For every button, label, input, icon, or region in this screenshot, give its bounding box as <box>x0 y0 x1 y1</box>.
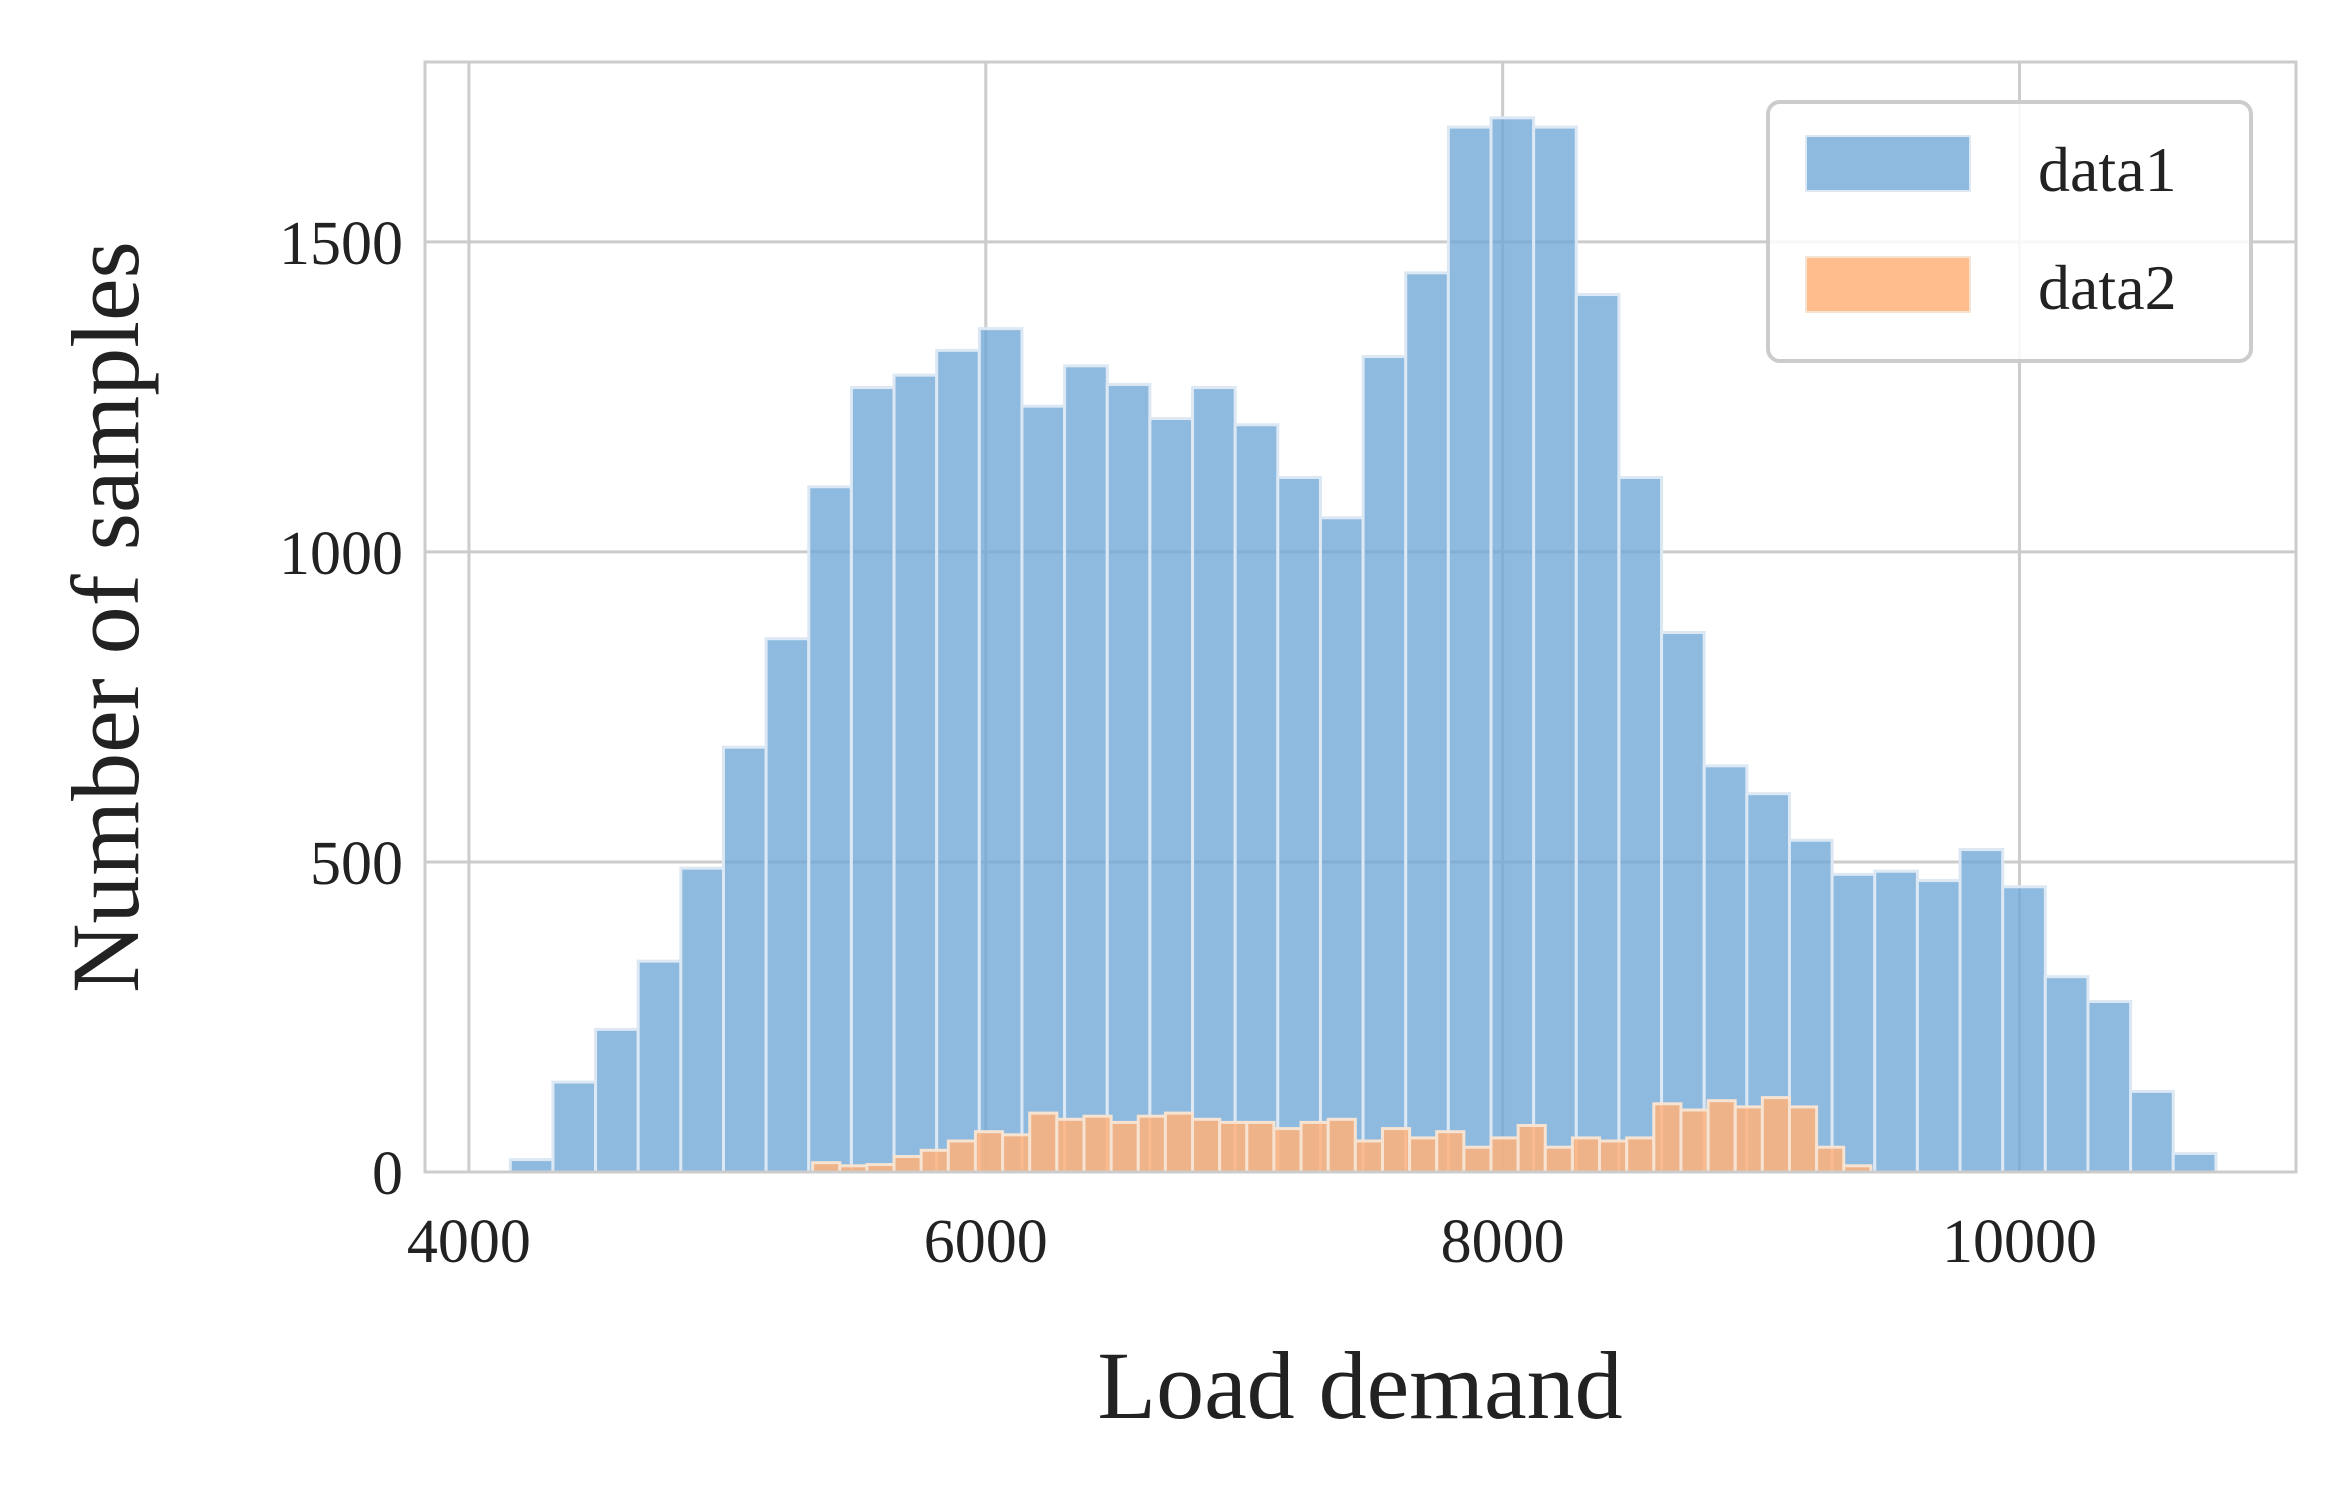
y-axis-title: Number of samples <box>52 241 159 993</box>
bar-data2 <box>1489 1136 1520 1174</box>
bar-data1 <box>892 373 939 1174</box>
bar-data1 <box>1233 423 1280 1174</box>
bar-data1 <box>721 745 768 1174</box>
bar-data1 <box>2043 975 2090 1174</box>
bar-data1 <box>1660 631 1706 1174</box>
bar-data2 <box>1163 1111 1195 1174</box>
bar-data1 <box>508 1158 555 1174</box>
bar-data2 <box>1001 1133 1032 1174</box>
y-tick-label: 1000 <box>279 520 403 588</box>
bar-data2 <box>1516 1123 1547 1174</box>
bar-data1 <box>1617 475 1664 1174</box>
bar-data1 <box>1318 516 1365 1174</box>
bar-data2 <box>1760 1096 1791 1174</box>
bar-data2 <box>1028 1111 1059 1174</box>
bar-data2 <box>1598 1139 1629 1174</box>
bar-data1 <box>1276 475 1322 1174</box>
bar-data1 <box>977 327 1024 1174</box>
bar-data2 <box>1679 1108 1710 1174</box>
x-tick-label: 10000 <box>1942 1208 2097 1276</box>
series-data1-bars <box>508 116 2218 1174</box>
x-tick-label: 8000 <box>1441 1208 1565 1276</box>
x-tick-label: 6000 <box>924 1208 1048 1276</box>
bar-data1 <box>1063 364 1109 1174</box>
bar-data1 <box>1532 125 1578 1174</box>
y-tick-label: 0 <box>372 1140 403 1208</box>
bar-data2 <box>1733 1105 1764 1174</box>
bar-data1 <box>551 1080 598 1174</box>
bar-data1 <box>849 386 896 1174</box>
bar-data2 <box>1706 1099 1737 1174</box>
bar-data2 <box>1543 1145 1574 1174</box>
bar-data2 <box>919 1148 950 1174</box>
bar-data1 <box>679 866 725 1174</box>
bar-data2 <box>1245 1120 1276 1174</box>
bar-data2 <box>1380 1127 1412 1174</box>
bar-data2 <box>973 1130 1005 1174</box>
bar-data1 <box>1574 293 1621 1174</box>
bar-data2 <box>1435 1130 1466 1174</box>
bar-data2 <box>1652 1102 1683 1174</box>
legend: data1 data2 <box>1766 100 2253 363</box>
legend-swatch-data1 <box>1805 135 1971 192</box>
bar-data1 <box>594 1027 640 1174</box>
bar-data2 <box>1787 1105 1819 1174</box>
bar-data2 <box>892 1154 923 1174</box>
bar-data1 <box>1020 404 1067 1174</box>
bar-data2 <box>1082 1114 1113 1174</box>
bar-data1 <box>1404 271 1450 1174</box>
bar-data2 <box>1109 1120 1140 1174</box>
bar-data1 <box>2171 1151 2218 1174</box>
legend-swatch-data2 <box>1805 256 1971 313</box>
bar-data1 <box>1915 879 1962 1174</box>
y-tick-labels: 0 500 1000 1500 <box>279 210 403 1208</box>
bar-data1 <box>935 348 981 1174</box>
bar-data2 <box>1191 1117 1222 1174</box>
bar-data2 <box>1272 1127 1303 1174</box>
y-tick-label: 1500 <box>279 210 403 278</box>
bar-data1 <box>1361 355 1408 1174</box>
bar-data1 <box>636 959 683 1174</box>
bar-data1 <box>1958 848 2005 1174</box>
plot-frame <box>423 60 2298 1174</box>
bar-data2 <box>1136 1114 1167 1174</box>
legend-label-data2: data2 <box>2038 252 2177 323</box>
bar-data1 <box>1489 116 1536 1174</box>
bar-data2 <box>1462 1145 1493 1174</box>
bar-data1 <box>1830 872 1877 1174</box>
x-tick-label: 4000 <box>407 1208 531 1276</box>
bar-data2 <box>1218 1120 1249 1174</box>
x-axis-title: Load demand <box>1097 1332 1622 1439</box>
bar-data2 <box>1353 1139 1384 1174</box>
bar-data1 <box>2129 1089 2175 1174</box>
bar-data2 <box>946 1139 977 1174</box>
bar-data2 <box>1055 1117 1086 1174</box>
legend-label-data1: data1 <box>2038 134 2177 205</box>
bar-data1 <box>1191 386 1237 1174</box>
bar-data1 <box>1148 417 1195 1174</box>
bar-data1 <box>1105 382 1152 1174</box>
bar-data2 <box>1625 1136 1656 1174</box>
bar-data2 <box>1570 1136 1602 1174</box>
bar-data1 <box>2001 885 2047 1174</box>
bar-data2 <box>1299 1120 1330 1174</box>
bar-data1 <box>1873 869 1919 1174</box>
bar-data1 <box>2086 999 2133 1174</box>
y-tick-label: 500 <box>310 830 403 898</box>
bar-data1 <box>764 637 811 1174</box>
bar-data2 <box>1408 1136 1439 1174</box>
bar-data1 <box>1446 125 1493 1174</box>
x-tick-labels: 4000 6000 8000 10000 <box>407 1208 2097 1276</box>
bar-data2 <box>1815 1145 1846 1174</box>
bar-data1 <box>807 485 853 1174</box>
bar-data2 <box>1326 1117 1357 1174</box>
